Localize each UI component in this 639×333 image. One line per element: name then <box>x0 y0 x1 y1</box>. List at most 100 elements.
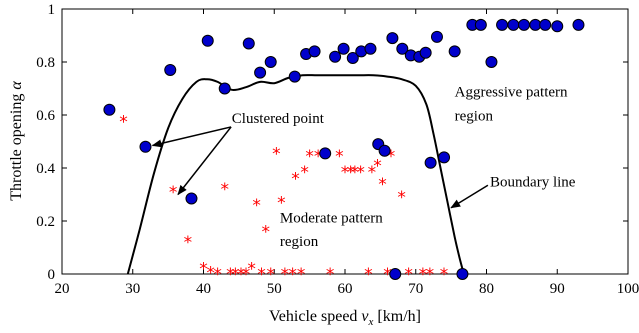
star-point: * <box>346 163 355 183</box>
circle-point <box>529 18 542 31</box>
x-tick-label: 30 <box>125 281 140 297</box>
moderate-pattern-points: ******************* ***** *************** *… <box>119 113 448 285</box>
circle-point <box>308 45 321 58</box>
star-point: * <box>368 163 377 183</box>
star-point: * <box>397 188 406 208</box>
y-axis-label: Throttle opening <box>8 94 25 201</box>
boundary-line <box>126 74 465 275</box>
circle-point <box>218 82 231 95</box>
star-point: * <box>277 193 286 213</box>
star-point: * <box>373 156 382 176</box>
star-point: * <box>262 223 271 243</box>
annotation-arrow <box>450 184 489 209</box>
star-point: * <box>404 265 413 285</box>
aggressive-pattern-points <box>103 18 585 280</box>
circle-point <box>242 37 255 50</box>
circle-point <box>346 52 359 65</box>
x-tick-label: 70 <box>408 281 423 297</box>
circle-point <box>438 151 451 164</box>
x-tick-label: 20 <box>55 281 70 297</box>
star-point: * <box>281 265 290 285</box>
circle-point <box>164 63 177 76</box>
x-tick-label: 40 <box>196 281 211 297</box>
annotation-text: Clustered point <box>232 111 325 127</box>
circle-point <box>485 56 498 68</box>
circle-point <box>424 156 437 169</box>
star-point: * <box>335 147 344 167</box>
star-point: * <box>356 163 365 183</box>
star-point: * <box>305 147 314 167</box>
y-tick-label: 0.8 <box>36 55 55 71</box>
circle-point <box>496 18 509 31</box>
annotation-text: Moderate pattern <box>280 210 383 226</box>
star-point: * <box>419 265 428 285</box>
star-point: * <box>297 265 306 285</box>
x-axis-title: Vehicle speed vx [km/h] <box>269 308 421 328</box>
y-tick-labels: 0 0.2 0.4 0.6 0.8 1 <box>36 2 55 283</box>
circle-point <box>507 18 520 31</box>
star-point: * <box>272 144 281 164</box>
circle-point <box>319 147 332 160</box>
star-point: * <box>300 163 309 183</box>
circle-point <box>337 42 350 55</box>
star-point: * <box>440 265 449 285</box>
star-point: * <box>383 265 392 285</box>
star-point: * <box>226 265 235 285</box>
star-point: * <box>364 265 373 285</box>
circle-point <box>419 46 432 59</box>
circle-point <box>430 30 443 43</box>
star-point: * <box>341 163 350 183</box>
circle-point <box>539 18 552 31</box>
star-point: * <box>247 260 256 280</box>
y-tick-label: 0.6 <box>36 108 55 124</box>
circle-point <box>378 144 391 157</box>
star-point: * <box>314 147 323 167</box>
circle-point <box>103 103 116 116</box>
star-point: * <box>257 265 266 285</box>
annotation-arrow <box>151 126 232 148</box>
x-axis-label: Vehicle speed <box>269 308 357 325</box>
star-point: * <box>387 147 396 167</box>
circle-point <box>474 18 487 31</box>
x-tick-labels: 20 30 40 50 60 70 80 90 100 <box>55 281 639 297</box>
circle-point <box>264 56 277 68</box>
star-point: * <box>231 265 240 285</box>
circle-point <box>386 32 399 45</box>
circle-point <box>364 42 377 55</box>
annotation-text: region <box>455 108 494 124</box>
circle-point <box>288 70 301 83</box>
x-axis-unit: [km/h] <box>377 308 421 325</box>
y-axis-symbol: α <box>8 81 25 90</box>
x-tick-label: 50 <box>267 281 282 297</box>
circle-point <box>389 268 402 280</box>
annotation-text: Aggressive pattern <box>455 84 568 100</box>
x-axis-symbol: v <box>361 308 369 325</box>
star-point: * <box>266 265 275 285</box>
star-point: * <box>213 265 222 285</box>
star-point: * <box>291 170 300 190</box>
annotation-labels: Clustered point Aggressive pattern region B… <box>232 84 576 250</box>
circle-point <box>551 20 564 33</box>
annotation-arrows <box>151 126 489 209</box>
x-tick-label: 100 <box>617 281 639 297</box>
star-point: * <box>237 265 246 285</box>
annotation-arrow <box>177 126 232 196</box>
circle-point <box>139 140 152 153</box>
circle-point <box>396 42 409 55</box>
circle-point <box>517 18 530 31</box>
annotation-text: region <box>280 234 319 250</box>
axis-ticks <box>61 8 629 275</box>
star-point: * <box>169 183 178 203</box>
circle-point <box>201 34 214 47</box>
circle-point <box>448 45 461 58</box>
x-tick-label: 80 <box>479 281 494 297</box>
star-point: * <box>199 260 208 280</box>
x-tick-label: 90 <box>550 281 565 297</box>
circle-point <box>456 268 469 280</box>
y-tick-label: 0.2 <box>36 214 55 230</box>
star-point: * <box>242 265 251 285</box>
circle-point <box>185 192 198 205</box>
annotation-text: Boundary line <box>490 175 576 191</box>
star-point: * <box>326 265 335 285</box>
